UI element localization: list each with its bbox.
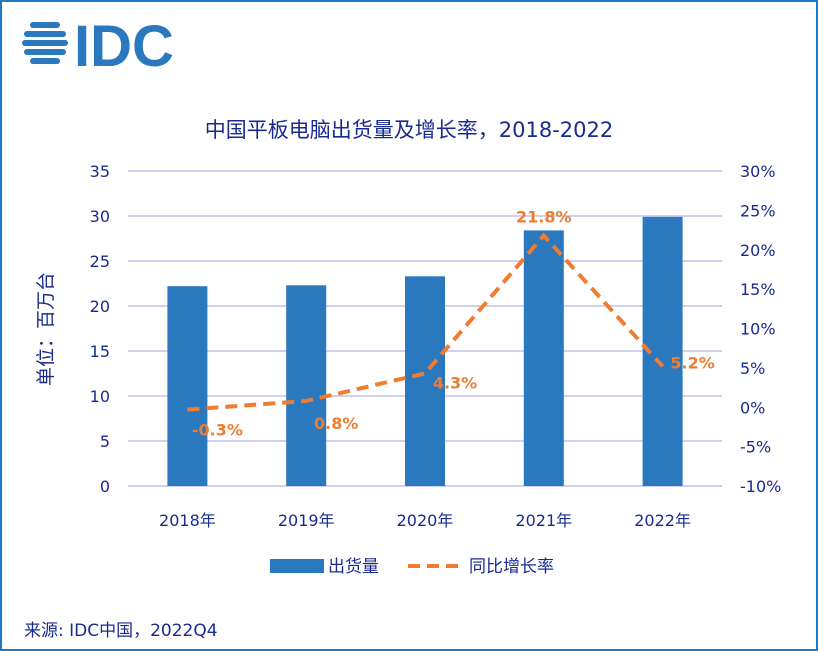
legend-label: 出货量 <box>328 557 379 577</box>
bar <box>167 286 208 486</box>
legend-label: 同比增长率 <box>469 557 554 577</box>
x-tick-label: 2018年 <box>159 511 216 530</box>
bar <box>523 230 564 486</box>
y-tick-label: 0 <box>100 477 110 496</box>
bar <box>405 276 445 486</box>
y2-tick-label: 5% <box>740 359 765 378</box>
source-note: 来源: IDC中国，2022Q4 <box>24 621 218 641</box>
legend-bar-swatch <box>270 559 324 573</box>
x-tick-label: 2020年 <box>397 511 454 530</box>
bar <box>286 285 327 486</box>
data-label: 0.8% <box>314 414 358 433</box>
y-tick-label: 15 <box>90 342 110 361</box>
data-label: 5.2% <box>670 353 714 372</box>
data-label: 21.8% <box>516 208 572 227</box>
svg-text:IDC: IDC <box>74 16 174 72</box>
y2-tick-label: 25% <box>740 201 776 220</box>
y-tick-label: 10 <box>90 387 110 406</box>
y-tick-label: 25 <box>90 252 110 271</box>
y-tick-label: 20 <box>90 297 110 316</box>
y2-tick-label: 30% <box>740 162 776 181</box>
x-tick-label: 2019年 <box>278 511 335 530</box>
growth-line <box>187 232 665 412</box>
data-label: -0.3% <box>192 421 243 440</box>
y2-tick-label: 0% <box>740 398 765 417</box>
y-tick-label: 30 <box>90 207 110 226</box>
x-tick-label: 2021年 <box>515 511 572 530</box>
x-tick-label: 2022年 <box>634 511 691 530</box>
y-tick-label: 5 <box>100 432 110 451</box>
idc-logo: IDC <box>22 14 202 79</box>
y2-tick-label: 10% <box>740 320 776 339</box>
data-label: 4.3% <box>433 373 477 392</box>
y2-tick-label: 20% <box>740 241 776 260</box>
y-tick-label: 35 <box>90 162 110 181</box>
y2-tick-label: 15% <box>740 280 776 299</box>
chart-title: 中国平板电脑出货量及增长率，2018-2022 <box>204 118 614 142</box>
y2-tick-label: -10% <box>740 477 781 496</box>
y2-tick-label: -5% <box>740 438 771 457</box>
chart: 0 5 10 15 20 25 30 35 -10% -5% 0% 5% 10% 15% 20% 25% 30%… <box>35 162 781 577</box>
y-axis-label: 单位：百万台 <box>35 272 57 386</box>
